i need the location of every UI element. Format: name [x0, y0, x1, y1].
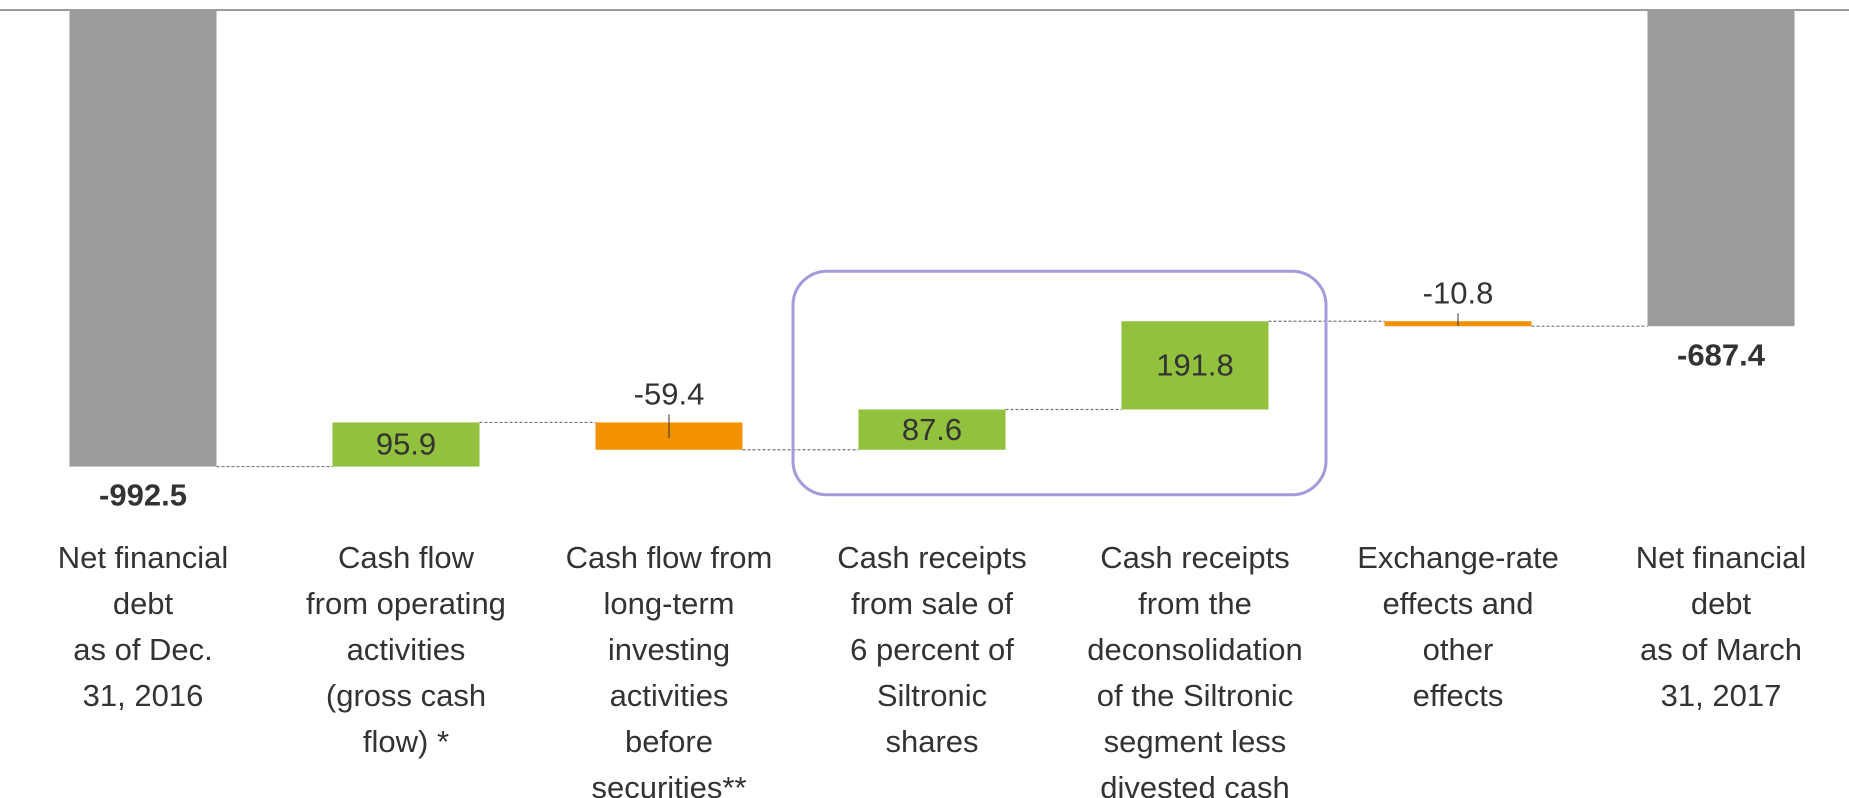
x-tick-label: Exchange-rate: [1357, 540, 1559, 575]
x-tick-label: other: [1423, 632, 1494, 667]
x-tick-label: Net financial: [58, 540, 229, 575]
x-tick-label: debt: [1691, 586, 1752, 621]
x-tick-label: Cash flow from: [566, 540, 773, 575]
value-label: -10.8: [1423, 275, 1494, 310]
x-tick-label: divested cash: [1100, 770, 1290, 798]
x-tick-label: from the: [1138, 586, 1252, 621]
x-tick-label: flow) *: [363, 724, 449, 759]
x-tick-label: before: [625, 724, 713, 759]
bar: [858, 409, 1006, 450]
x-tick-label: Net financial: [1636, 540, 1807, 575]
x-tick-label: Cash receipts: [1100, 540, 1290, 575]
bar: [332, 422, 480, 467]
x-tick-label: of the Siltronic: [1097, 678, 1293, 713]
value-label: -687.4: [1677, 337, 1766, 372]
x-tick-label: 31, 2016: [83, 678, 204, 713]
x-tick-label: (gross cash: [326, 678, 486, 713]
x-tick-label: 31, 2017: [1661, 678, 1782, 713]
x-tick-label: as of March: [1640, 632, 1802, 667]
x-tick-label: effects: [1413, 678, 1504, 713]
x-tick-label: activities: [347, 632, 466, 667]
bar: [1121, 321, 1269, 410]
x-tick-label: Cash receipts: [837, 540, 1027, 575]
x-tick-label: Cash flow: [338, 540, 475, 575]
x-tick-label: from sale of: [851, 586, 1013, 621]
value-label: 191.8: [1156, 348, 1234, 383]
x-tick-label: segment less: [1104, 724, 1287, 759]
value-label: -992.5: [99, 478, 187, 513]
x-tick-label: deconsolidation: [1087, 632, 1302, 667]
x-tick-label: Siltronic: [877, 678, 987, 713]
x-tick-label: activities: [610, 678, 729, 713]
x-tick-label: 6 percent of: [850, 632, 1014, 667]
highlight-frame: [791, 269, 1328, 497]
x-tick-label: long-term: [604, 586, 735, 621]
value-label: 95.9: [376, 427, 436, 462]
x-tick-label: shares: [885, 724, 978, 759]
x-tick-label: investing: [608, 632, 730, 667]
value-label: -59.4: [634, 377, 705, 412]
value-label: 87.6: [902, 412, 962, 447]
bar: [1647, 10, 1795, 327]
x-tick-label: as of Dec.: [73, 632, 213, 667]
x-tick-label: effects and: [1382, 586, 1533, 621]
bar: [69, 10, 217, 467]
x-tick-label: securities**: [591, 770, 746, 798]
x-tick-label: debt: [113, 586, 174, 621]
x-tick-label: from operating: [306, 586, 506, 621]
